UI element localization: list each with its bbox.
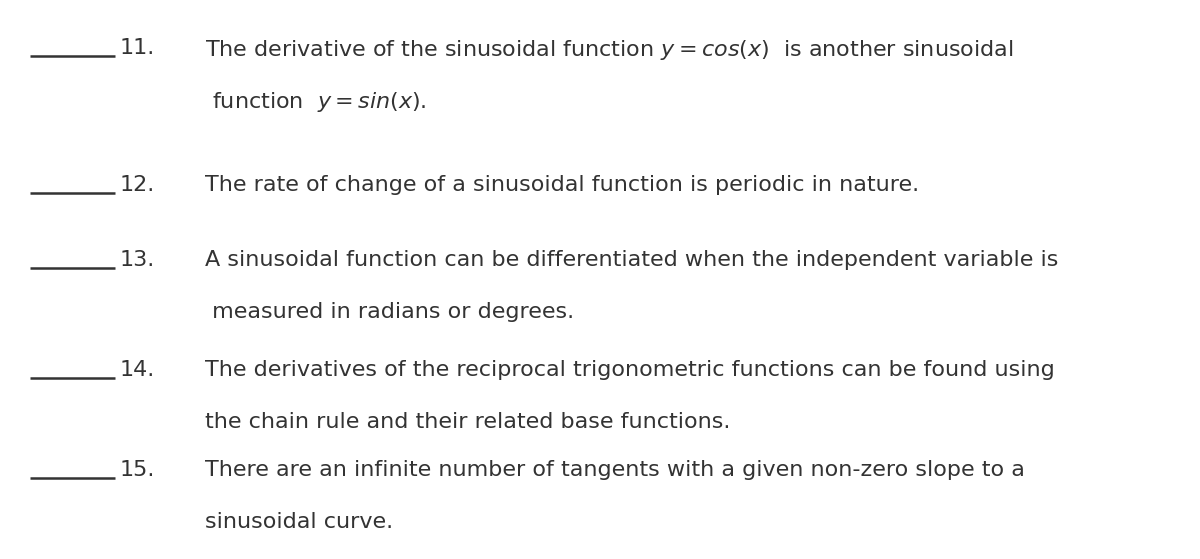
Text: the chain rule and their related base functions.: the chain rule and their related base fu…	[205, 412, 731, 432]
Text: The rate of change of a sinusoidal function is periodic in nature.: The rate of change of a sinusoidal funct…	[205, 175, 919, 195]
Text: 15.: 15.	[120, 460, 155, 480]
Text: function  $y = sin(x)$.: function $y = sin(x)$.	[205, 90, 427, 114]
Text: 13.: 13.	[120, 250, 155, 270]
Text: 14.: 14.	[120, 360, 155, 380]
Text: measured in radians or degrees.: measured in radians or degrees.	[205, 302, 574, 322]
Text: There are an infinite number of tangents with a given non-zero slope to a: There are an infinite number of tangents…	[205, 460, 1025, 480]
Text: sinusoidal curve.: sinusoidal curve.	[205, 512, 394, 532]
Text: 11.: 11.	[120, 38, 155, 58]
Text: The derivative of the sinusoidal function $y = cos(x)$  is another sinusoidal: The derivative of the sinusoidal functio…	[205, 38, 1014, 62]
Text: 12.: 12.	[120, 175, 155, 195]
Text: A sinusoidal function can be differentiated when the independent variable is: A sinusoidal function can be differentia…	[205, 250, 1058, 270]
Text: The derivatives of the reciprocal trigonometric functions can be found using: The derivatives of the reciprocal trigon…	[205, 360, 1055, 380]
